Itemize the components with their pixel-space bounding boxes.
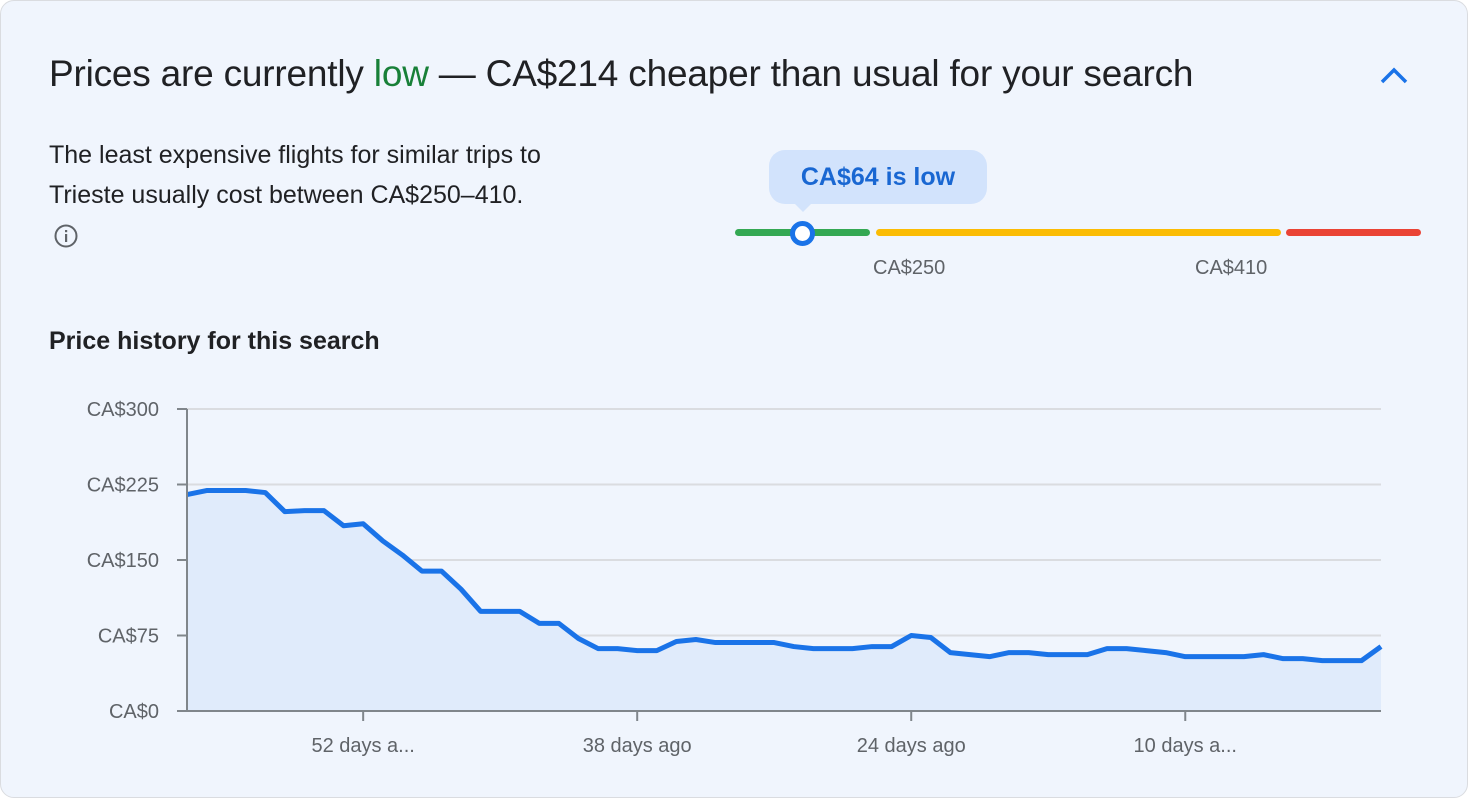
y-tick-label: CA$0 [109, 701, 159, 723]
x-tick-label: 24 days ago [857, 735, 966, 757]
heading-prefix: Prices are currently [49, 53, 374, 94]
price-history-title: Price history for this search [49, 327, 380, 355]
current-price-marker [790, 221, 815, 246]
range-low-label: CA$250 [873, 257, 946, 279]
y-tick-label: CA$150 [87, 550, 159, 572]
range-high-label: CA$410 [1195, 257, 1268, 279]
price-line [186, 488, 1383, 664]
y-tick-label: CA$225 [87, 475, 159, 497]
price-status: low [373, 53, 429, 94]
range-high-segment [1286, 229, 1421, 236]
x-tick-label: 38 days ago [583, 735, 692, 757]
info-icon[interactable] [53, 223, 79, 249]
range-typical-segment [876, 229, 1281, 236]
chevron-up-icon[interactable] [1377, 61, 1411, 91]
current-price-tooltip: CA$64 is low [769, 150, 987, 212]
heading-suffix: — CA$214 cheaper than usual for your sea… [428, 53, 1194, 94]
y-tick-label: CA$75 [98, 626, 159, 648]
price-insight-heading: Prices are currently low — CA$214 cheape… [49, 53, 1193, 95]
y-tick-label: CA$300 [87, 399, 159, 421]
x-tick-label: 52 days a... [311, 735, 414, 757]
x-tick-label: 10 days a... [1134, 735, 1237, 757]
description-text: The least expensive flights for similar … [49, 141, 541, 209]
price-history-chart[interactable]: CA$0 CA$75 CA$150 CA$225 CA$300 52 days a... 3… [1, 381, 1468, 781]
price-range-description: The least expensive flights for similar … [49, 135, 549, 255]
